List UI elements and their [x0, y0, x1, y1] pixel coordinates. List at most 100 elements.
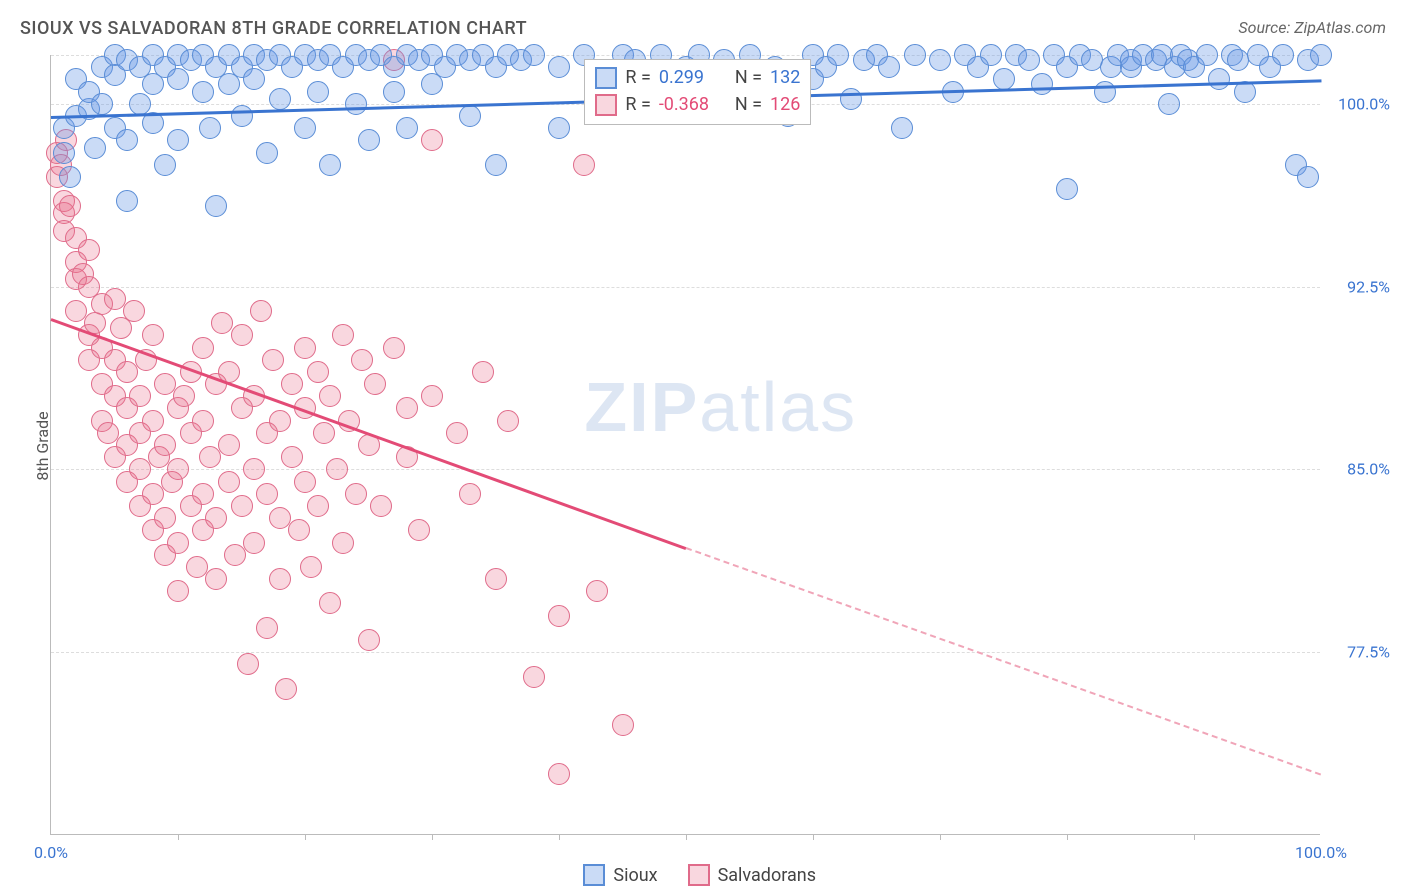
pink-point	[319, 592, 341, 614]
pink-point	[548, 763, 570, 785]
pink-point	[243, 532, 265, 554]
pink-point	[256, 617, 278, 639]
x-tick-label: 100.0%	[1295, 843, 1347, 862]
pink-point	[256, 483, 278, 505]
r-value: -0.368	[659, 91, 719, 118]
y-tick-label: 100.0%	[1330, 94, 1390, 113]
plot-area: ZIPatlas 77.5%85.0%92.5%100.0%0.0%100.0%…	[50, 55, 1320, 835]
pink-point	[281, 373, 303, 395]
blue-point	[1272, 44, 1294, 66]
gridline	[51, 287, 1320, 288]
pink-point	[224, 544, 246, 566]
pink-point	[237, 653, 259, 675]
pink-point	[319, 385, 341, 407]
gridline	[51, 469, 1320, 470]
pink-point	[351, 349, 373, 371]
pink-point	[231, 495, 253, 517]
pink-point	[205, 568, 227, 590]
blue-point	[993, 68, 1015, 90]
watermark: ZIPatlas	[584, 367, 857, 447]
blue-point	[904, 44, 926, 66]
pink-point	[370, 495, 392, 517]
pink-point	[231, 324, 253, 346]
blue-point	[485, 154, 507, 176]
pink-point	[446, 422, 468, 444]
pink-point	[307, 495, 329, 517]
stats-row: R =-0.368N =126	[595, 91, 800, 118]
pink-point	[192, 337, 214, 359]
pink-point	[78, 239, 100, 261]
pink-point	[123, 300, 145, 322]
pink-point	[269, 410, 291, 432]
legend: Sioux Salvadorans	[583, 864, 816, 886]
blue-point	[1158, 93, 1180, 115]
blue-point	[1310, 44, 1332, 66]
pink-point	[612, 714, 634, 736]
legend-item: Salvadorans	[688, 864, 816, 886]
legend-swatch	[583, 864, 605, 886]
pink-point	[205, 507, 227, 529]
blue-point	[548, 56, 570, 78]
blue-point	[84, 137, 106, 159]
blue-point	[307, 81, 329, 103]
pink-point	[192, 410, 214, 432]
pink-point	[383, 337, 405, 359]
blue-point	[91, 93, 113, 115]
watermark-bold: ZIP	[584, 368, 699, 446]
pink-point	[167, 532, 189, 554]
blue-point	[1297, 166, 1319, 188]
pink-point	[142, 410, 164, 432]
pink-point	[129, 385, 151, 407]
blue-point	[1031, 73, 1053, 95]
blue-point	[167, 129, 189, 151]
x-tick-label: 0.0%	[34, 843, 68, 862]
pink-point	[472, 361, 494, 383]
legend-label: Sioux	[613, 865, 657, 886]
pink-point	[281, 446, 303, 468]
pink-point	[142, 483, 164, 505]
pink-point	[307, 361, 329, 383]
pink-point	[218, 434, 240, 456]
pink-point	[345, 483, 367, 505]
blue-point	[199, 117, 221, 139]
pink-point	[548, 605, 570, 627]
y-tick-label: 85.0%	[1330, 460, 1390, 479]
blue-point	[383, 81, 405, 103]
blue-point	[396, 117, 418, 139]
pink-point	[294, 471, 316, 493]
trend-line	[686, 547, 1322, 776]
y-tick-label: 92.5%	[1330, 277, 1390, 296]
pink-point	[262, 349, 284, 371]
chart-source: Source: ZipAtlas.com	[1238, 18, 1386, 37]
blue-point	[929, 49, 951, 71]
blue-point	[827, 44, 849, 66]
pink-point	[275, 678, 297, 700]
x-tick-mark	[1194, 834, 1195, 840]
chart-title: SIOUX VS SALVADORAN 8TH GRADE CORRELATIO…	[20, 18, 527, 39]
pink-point	[288, 519, 310, 541]
pink-point	[332, 324, 354, 346]
blue-point	[129, 93, 151, 115]
pink-point	[421, 129, 443, 151]
pink-point	[192, 483, 214, 505]
pink-point	[358, 629, 380, 651]
legend-label: Salvadorans	[718, 865, 816, 886]
pink-point	[269, 568, 291, 590]
pink-point	[59, 195, 81, 217]
x-tick-mark	[940, 834, 941, 840]
pink-point	[326, 458, 348, 480]
pink-point	[154, 507, 176, 529]
pink-point	[497, 410, 519, 432]
legend-swatch	[688, 864, 710, 886]
pink-point	[396, 397, 418, 419]
y-tick-label: 77.5%	[1330, 643, 1390, 662]
blue-point	[256, 142, 278, 164]
blue-point	[358, 129, 380, 151]
pink-point	[154, 434, 176, 456]
pink-point	[300, 556, 322, 578]
stats-row: R =0.299N =132	[595, 64, 800, 91]
pink-point	[421, 385, 443, 407]
pink-point	[250, 300, 272, 322]
stats-swatch	[595, 94, 617, 116]
blue-point	[548, 117, 570, 139]
